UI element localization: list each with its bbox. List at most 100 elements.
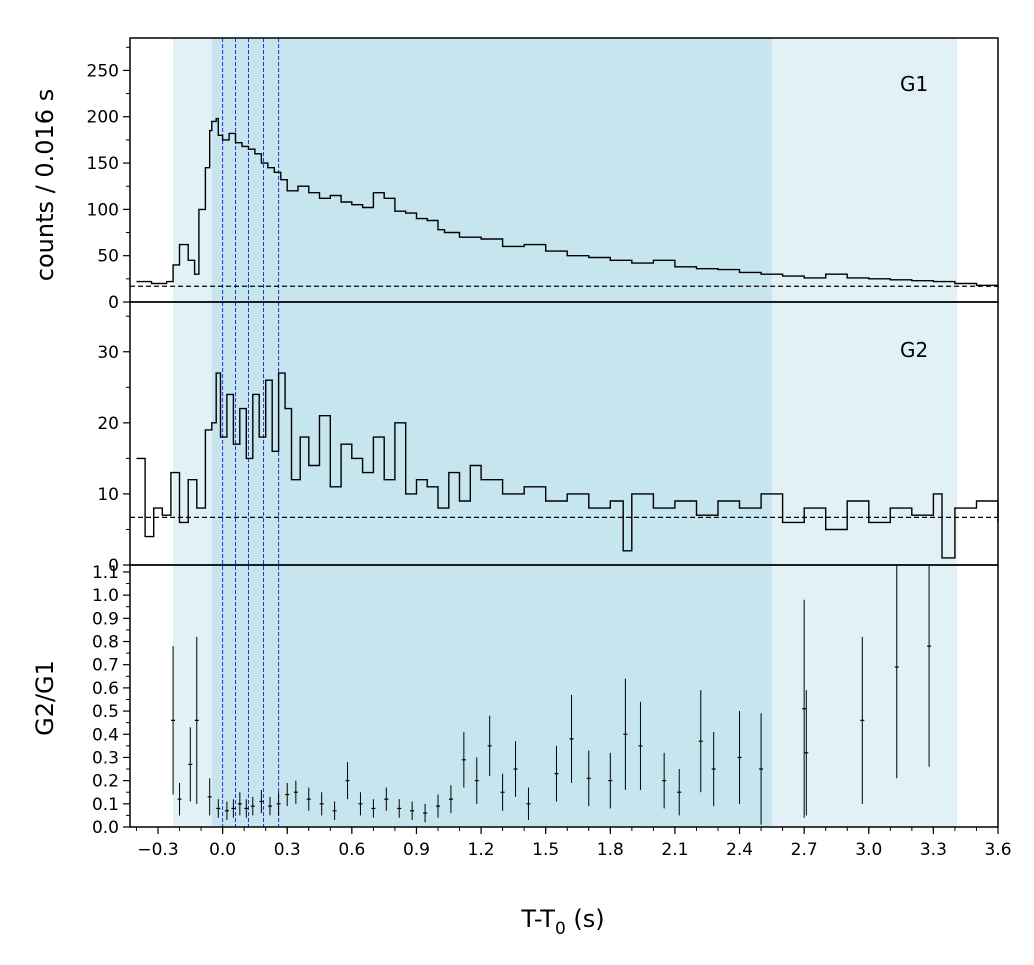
g2-yticks: 0 10 20 30 (97, 315, 130, 576)
x-tick-label: 0.6 (338, 840, 365, 860)
y-tick-label: 0.3 (92, 748, 119, 768)
ratio-point (662, 752, 667, 809)
y-tick-label: 0.7 (92, 656, 119, 676)
y-tick-label: 0.9 (92, 609, 119, 629)
ratio-point (448, 785, 453, 814)
ratio-point (623, 678, 628, 790)
ratio-point (332, 801, 337, 821)
ratio-point (711, 731, 716, 807)
ratio-point (397, 799, 402, 818)
ratio-point (319, 792, 324, 816)
ratio-point (224, 801, 229, 821)
ratio-point (384, 787, 389, 811)
frames (129, 37, 999, 828)
ratio-point (461, 731, 466, 788)
x-tick-label: 2.4 (726, 840, 753, 860)
y-tick-label: 150 (87, 154, 119, 174)
ratio-point (698, 690, 703, 793)
g2-panel: G2 0 10 20 30 (97, 315, 999, 576)
x-tick-label: 0.9 (403, 840, 430, 860)
ratio-point (188, 727, 193, 802)
g1-histogram (136, 117, 999, 288)
ratio-point (638, 701, 643, 790)
x-tick-label: 1.8 (597, 840, 624, 860)
ratio-point (177, 782, 182, 816)
x-tick-label: 3.0 (855, 840, 882, 860)
ratio-point (608, 752, 613, 809)
g1-panel-label: G1 (900, 72, 928, 96)
g1-panel: G1 0 50 100 150 200 250 (87, 46, 999, 313)
ratio-point (423, 803, 428, 823)
ratio-point (371, 799, 376, 818)
y-tick-label: 30 (97, 343, 119, 363)
x-tick-label: 1.2 (468, 840, 495, 860)
ratio-point (759, 713, 764, 825)
x-axis-title-main: T-T (520, 905, 555, 933)
ratio-point (526, 787, 531, 821)
x-tick-label: −0.3 (137, 840, 178, 860)
ratio-point (194, 636, 199, 804)
ratio-point (285, 782, 290, 807)
x-tick-label: 0.3 (274, 840, 301, 860)
ratio-point (410, 801, 415, 821)
ratio-point (804, 690, 809, 816)
y-tick-label: 0.5 (92, 702, 119, 722)
ratio-point (268, 796, 272, 816)
y-tick-label: 0.8 (92, 633, 119, 653)
x-axis-title: T-T0 (s) (520, 905, 604, 939)
ratio-point (259, 789, 264, 814)
x-tick-label: 3.3 (920, 840, 947, 860)
y-tick-label: 100 (87, 200, 119, 220)
ratio-point (737, 711, 742, 804)
ratio-point (927, 565, 932, 767)
x-tick-label: 2.7 (791, 840, 818, 860)
ratio-point (554, 745, 559, 802)
inner-interval-shade (211, 38, 772, 827)
y-tick-label: 10 (97, 485, 119, 505)
ratio-point (487, 715, 492, 776)
y-tick-label: 0.0 (92, 818, 119, 838)
vertical-lines-layer (222, 38, 280, 827)
ratio-point (802, 599, 807, 818)
y-tick-label: 0.2 (92, 772, 119, 792)
ratio-yticks: 0.0 0.1 0.2 0.3 0.4 0.5 0.6 0.7 0.8 0.9 1.0 1.1 (92, 563, 130, 838)
x-tick-label: 2.1 (661, 840, 688, 860)
g1-yticks: 0 50 100 150 200 250 (87, 46, 130, 313)
ratio-point (345, 762, 350, 800)
ratio-point (569, 694, 574, 783)
y-tick-label: 50 (97, 247, 119, 267)
y-tick-label: 20 (97, 414, 119, 434)
x-axis-title-unit: (s) (566, 905, 605, 933)
ratio-point (586, 750, 591, 807)
ratio-point (171, 646, 176, 795)
y-tick-label: 1.0 (92, 586, 119, 606)
x-axis-ticks: −0.3 0.0 0.3 0.6 0.9 1.2 1.5 1.8 2.1 2.4 2.7 3.0 3.3… (135, 827, 1012, 860)
ratio-point (306, 787, 311, 811)
y-tick-label: 0.4 (92, 725, 119, 745)
y-tick-label: 1.1 (92, 563, 119, 583)
ratio-point (500, 773, 505, 811)
ratio-point (293, 780, 298, 804)
y-tick-label: 0 (108, 556, 119, 576)
ratio-point (231, 799, 236, 818)
x-tick-label: 1.5 (532, 840, 559, 860)
shading-layer (173, 38, 958, 827)
ratio-point (894, 565, 899, 779)
x-axis-title-subscript: 0 (555, 919, 566, 939)
y-tick-label: 0.6 (92, 679, 119, 699)
ratio-point (513, 741, 518, 797)
ratio-panel: 0.0 0.1 0.2 0.3 0.4 0.5 0.6 0.7 0.8 0.9 1.0 1.1 −0.… (92, 563, 1012, 860)
ratio-point (237, 792, 242, 816)
ratio-y-axis-title: G2/G1 (31, 660, 59, 736)
ratio-point (276, 792, 281, 816)
x-tick-label: 0.0 (209, 840, 236, 860)
ratio-point (860, 636, 865, 804)
ratio-point (250, 796, 255, 816)
ratio-point (358, 792, 363, 816)
panel-frame (129, 564, 999, 828)
ratio-point (216, 799, 221, 818)
x-tick-label: 3.6 (984, 840, 1011, 860)
ratio-point (436, 794, 440, 818)
ratio-point (677, 769, 682, 816)
